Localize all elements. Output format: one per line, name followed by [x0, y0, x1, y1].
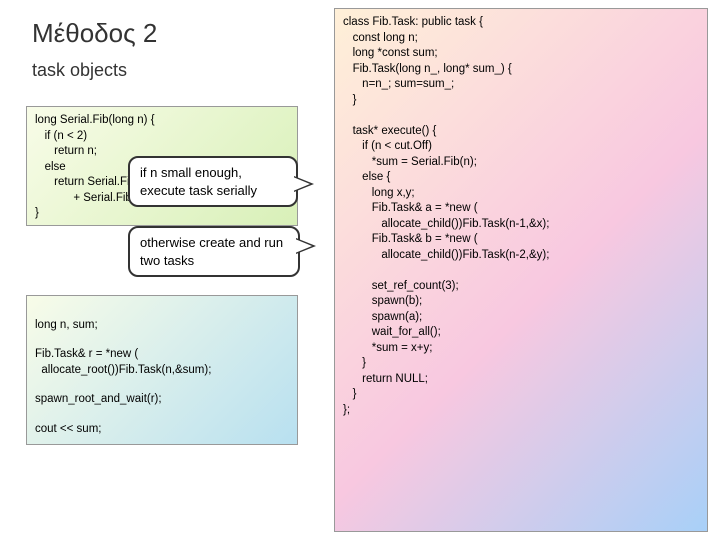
code-line: Fib.Task& r = *new ( allocate_root())Fib…	[35, 348, 211, 376]
code-line: cout << sum;	[35, 423, 101, 435]
code-fib-task-class: class Fib.Task: public task { const long…	[334, 8, 708, 532]
slide-subtitle: task objects	[32, 60, 127, 81]
callout-serial: if n small enough, execute task serially	[128, 156, 298, 207]
slide-title: Μέθοδος 2	[32, 18, 157, 49]
code-line: spawn_root_and_wait(r);	[35, 393, 162, 405]
code-line: long n, sum;	[35, 319, 98, 331]
code-main-usage: long n, sum; Fib.Task& r = *new ( alloca…	[26, 295, 298, 445]
callout-parallel: otherwise create and run two tasks	[128, 226, 300, 277]
